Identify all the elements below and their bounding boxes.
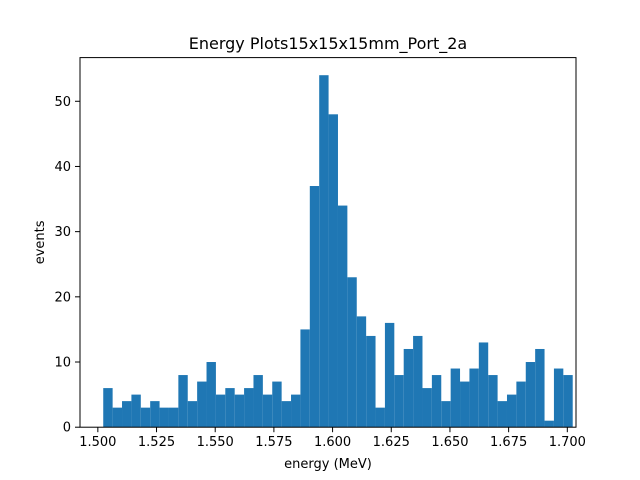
x-tick-label: 1.525 — [138, 435, 175, 450]
histogram-bar — [150, 401, 160, 428]
histogram-bar — [112, 407, 123, 428]
histogram-bar — [328, 114, 338, 428]
histogram-bar — [525, 362, 536, 428]
histogram-bar — [187, 401, 198, 428]
x-tick-label: 1.550 — [197, 435, 234, 450]
histogram-bar — [178, 375, 188, 428]
histogram-bar — [553, 368, 564, 428]
histogram-bar — [215, 394, 226, 428]
histogram-bar — [403, 348, 414, 428]
histogram-bar — [309, 186, 320, 428]
histogram-bar — [356, 316, 367, 428]
x-tick-label: 1.625 — [373, 435, 410, 450]
histogram-bar — [450, 368, 461, 428]
histogram-bar — [206, 362, 216, 428]
x-tick-label: 1.650 — [431, 435, 468, 450]
histogram-bar — [197, 381, 207, 428]
histogram-bar — [234, 394, 245, 428]
histogram-bar — [469, 368, 479, 428]
histogram-bar — [300, 329, 310, 428]
histogram-bar — [131, 394, 141, 428]
histogram-bar — [253, 375, 263, 428]
histogram-bar — [103, 388, 113, 428]
histogram-bar — [168, 407, 179, 428]
histogram-bar — [422, 388, 432, 428]
y-tick-label: 20 — [54, 290, 71, 305]
histogram-bar — [122, 401, 132, 428]
histogram-bar — [366, 335, 376, 428]
histogram-bar — [431, 375, 442, 428]
histogram-bar — [516, 381, 526, 428]
histogram-bar — [140, 407, 151, 428]
histogram-bar — [497, 401, 507, 428]
x-tick-label: 1.500 — [79, 435, 116, 450]
histogram-bar — [544, 420, 554, 428]
histogram-bar — [225, 388, 235, 428]
histogram-bar — [375, 407, 385, 428]
histogram-bar — [291, 394, 301, 428]
x-axis-ticks: 1.500 1.525 1.550 1.575 1.600 1.625 1.650 1.675… — [79, 427, 586, 450]
y-axis-ticks: 0 10 20 30 40 50 — [54, 95, 80, 436]
y-tick-label: 30 — [54, 225, 71, 240]
histogram-bar — [337, 205, 348, 428]
histogram-bar — [272, 381, 282, 428]
y-tick-label: 40 — [54, 160, 71, 175]
y-tick-label: 10 — [54, 356, 71, 371]
x-tick-label: 1.600 — [314, 435, 351, 450]
histogram-bar — [488, 375, 498, 428]
histogram-bar — [441, 401, 451, 428]
histogram-bar — [394, 375, 404, 428]
histogram-bar — [159, 407, 169, 428]
histogram-bar — [384, 322, 395, 428]
chart-title: Energy Plots15x15x15mm_Port_2a — [189, 34, 467, 54]
histogram-bar — [262, 394, 273, 428]
x-tick-label: 1.575 — [255, 435, 292, 450]
x-axis-label: energy (MeV) — [284, 457, 372, 472]
y-tick-label: 50 — [54, 95, 71, 110]
histogram-bar — [506, 394, 517, 428]
histogram-bar — [413, 335, 423, 428]
histogram-bars — [103, 75, 573, 428]
histogram-bar — [460, 381, 470, 428]
histogram-bar — [563, 375, 573, 428]
y-axis-label: events — [33, 220, 48, 264]
y-tick-label: 0 — [63, 421, 71, 436]
histogram-bar — [347, 277, 357, 428]
histogram-bar — [244, 388, 254, 428]
x-tick-label: 1.675 — [490, 435, 527, 450]
x-tick-label: 1.700 — [549, 435, 586, 450]
histogram-bar — [319, 75, 329, 428]
plot-frame — [79, 57, 577, 428]
histogram-bar — [535, 348, 545, 428]
histogram-bar — [281, 401, 292, 428]
histogram-bar — [478, 342, 489, 428]
